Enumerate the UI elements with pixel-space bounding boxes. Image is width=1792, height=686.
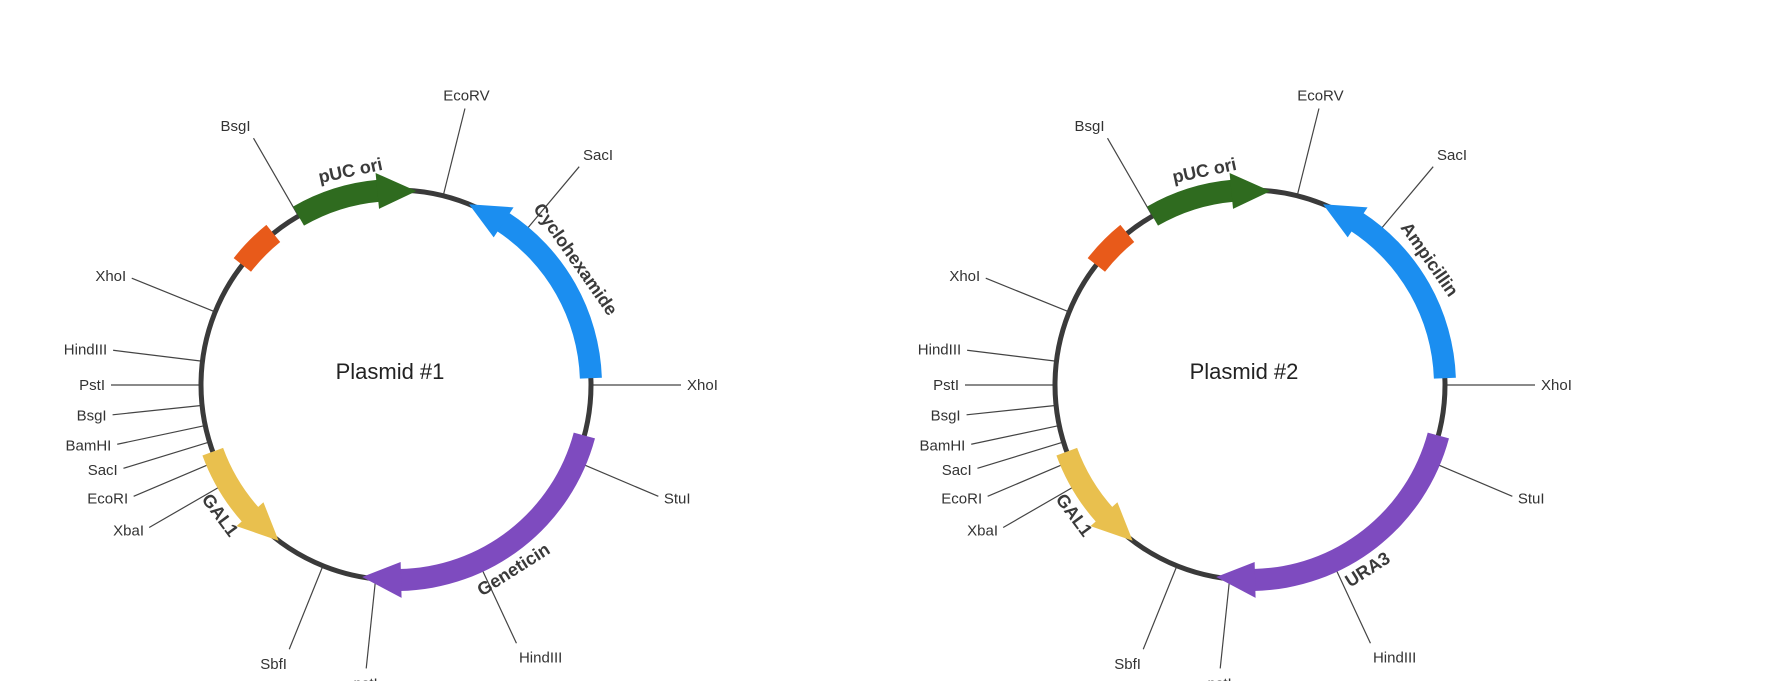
feature-ampicillin: Ampicillin bbox=[1323, 204, 1462, 379]
restriction-site-line bbox=[1106, 137, 1153, 215]
restriction-site-label: XhoI bbox=[95, 268, 126, 285]
restriction-site-label: pstI bbox=[1207, 675, 1231, 681]
restriction-site-label: PstI bbox=[933, 377, 959, 394]
feature-cyclohexamide: Cyclohexamide bbox=[469, 199, 622, 379]
restriction-site-label: pstI bbox=[353, 675, 377, 681]
restriction-site-label: XbaI bbox=[113, 523, 144, 540]
restriction-site-label: XbaI bbox=[967, 523, 998, 540]
feature-arrowhead bbox=[1229, 172, 1271, 209]
restriction-site-line bbox=[1376, 166, 1434, 235]
feature-arc bbox=[399, 432, 595, 591]
restriction-site-label: HindIII bbox=[519, 650, 562, 667]
restriction-site-label: BsgI bbox=[1074, 118, 1104, 135]
plasmid-title: Plasmid #2 bbox=[1190, 359, 1299, 384]
restriction-site-label: EcoRI bbox=[87, 491, 128, 508]
restriction-site-label: StuI bbox=[664, 491, 691, 508]
restriction-site-line bbox=[1431, 461, 1513, 497]
feature-arc bbox=[1087, 224, 1135, 272]
feature-arc bbox=[202, 447, 260, 523]
restriction-site-line bbox=[123, 442, 208, 469]
feature-puc-ori: pUC ori bbox=[293, 154, 417, 226]
feature-arc bbox=[1147, 179, 1234, 226]
restriction-site-line bbox=[113, 349, 201, 362]
feature-arrowhead bbox=[1090, 502, 1133, 541]
restriction-site-line bbox=[1297, 108, 1320, 194]
restriction-site-label: XhoI bbox=[687, 377, 718, 394]
feature-geneticin: Geneticin bbox=[362, 432, 595, 600]
restriction-site-label: PstI bbox=[79, 377, 105, 394]
feature-ura3: URA3 bbox=[1216, 432, 1449, 598]
feature-gal1: GAL1 bbox=[1052, 447, 1133, 541]
restriction-site-label: XhoI bbox=[1541, 377, 1572, 394]
restriction-site-line bbox=[117, 425, 204, 445]
restriction-site-line bbox=[478, 563, 517, 644]
feature-block bbox=[1087, 224, 1135, 272]
restriction-site-label: HindIII bbox=[1373, 650, 1416, 667]
restriction-site-label: BamHI bbox=[920, 438, 966, 455]
restriction-site-label: EcoRV bbox=[1297, 88, 1343, 105]
feature-arrowhead bbox=[236, 502, 279, 541]
restriction-site-line bbox=[966, 404, 1055, 416]
restriction-site-line bbox=[252, 137, 299, 215]
restriction-site-line bbox=[985, 277, 1068, 312]
restriction-site-line bbox=[1142, 567, 1177, 650]
restriction-site-label: BamHI bbox=[66, 438, 112, 455]
restriction-site-line bbox=[967, 349, 1055, 362]
feature-arrowhead bbox=[469, 204, 514, 238]
restriction-site-line bbox=[971, 425, 1058, 445]
restriction-site-line bbox=[1219, 580, 1231, 669]
restriction-site-line bbox=[443, 108, 466, 194]
restriction-site-label: BsgI bbox=[931, 407, 961, 424]
feature-gal1: GAL1 bbox=[198, 447, 279, 541]
restriction-site-line bbox=[977, 442, 1062, 469]
plasmid-title: Plasmid #1 bbox=[336, 359, 445, 384]
restriction-site-line bbox=[577, 461, 659, 497]
feature-arrowhead bbox=[1216, 561, 1256, 598]
restriction-site-label: SacI bbox=[583, 147, 613, 164]
feature-arc bbox=[1253, 432, 1449, 591]
restriction-site-label: SbfI bbox=[260, 656, 287, 673]
plasmid-map-2: EcoRV SacI XhoI StuI HindIII pstI SbfI XbaI EcoR… bbox=[918, 88, 1572, 686]
plasmid-map-1: EcoRV SacI XhoI StuI HindIII pstI SbfI XbaI EcoR… bbox=[64, 88, 718, 686]
restriction-site-label: EcoRV bbox=[443, 88, 489, 105]
restriction-site-line bbox=[288, 567, 323, 650]
restriction-site-label: SbfI bbox=[1114, 656, 1141, 673]
feature-arrowhead bbox=[1323, 204, 1368, 238]
restriction-site-line bbox=[133, 461, 215, 497]
restriction-site-line bbox=[131, 277, 214, 312]
restriction-site-label: SacI bbox=[88, 462, 118, 479]
restriction-site-label: BsgI bbox=[77, 407, 107, 424]
restriction-site-label: HindIII bbox=[64, 342, 107, 359]
restriction-site-line bbox=[112, 404, 201, 416]
feature-puc-ori: pUC ori bbox=[1147, 154, 1271, 226]
restriction-site-label: StuI bbox=[1518, 491, 1545, 508]
restriction-site-line bbox=[522, 166, 580, 235]
restriction-site-line bbox=[1002, 482, 1080, 529]
feature-block bbox=[233, 224, 281, 272]
feature-arc bbox=[496, 212, 602, 379]
restriction-site-label: SacI bbox=[942, 462, 972, 479]
feature-arrowhead bbox=[362, 561, 402, 598]
feature-arc bbox=[1056, 447, 1114, 523]
feature-arrowhead bbox=[375, 172, 417, 209]
restriction-site-line bbox=[1332, 563, 1371, 644]
feature-arc bbox=[1350, 212, 1456, 379]
restriction-site-line bbox=[987, 461, 1069, 497]
restriction-site-label: XhoI bbox=[949, 268, 980, 285]
restriction-site-line bbox=[148, 482, 226, 529]
restriction-site-label: HindIII bbox=[918, 342, 961, 359]
restriction-site-label: SacI bbox=[1437, 147, 1467, 164]
feature-arc bbox=[233, 224, 281, 272]
restriction-site-label: EcoRI bbox=[941, 491, 982, 508]
restriction-site-label: BsgI bbox=[220, 118, 250, 135]
feature-arc bbox=[293, 179, 380, 226]
restriction-site-line bbox=[365, 580, 377, 669]
